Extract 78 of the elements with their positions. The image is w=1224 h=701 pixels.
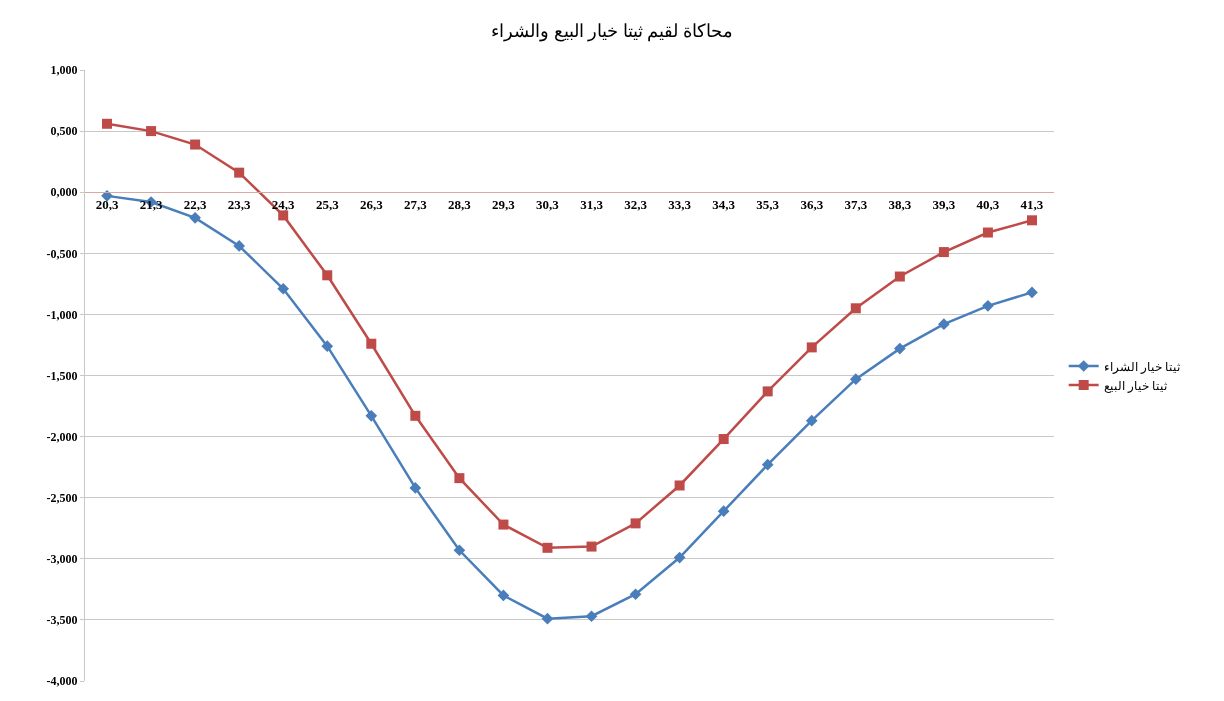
point [761,458,774,471]
point [850,303,861,314]
y-tick-label: -3,500 [46,613,78,628]
point [982,300,994,312]
point [630,518,641,529]
point [453,544,466,557]
point [366,338,377,349]
y-tick-label: -1,500 [46,368,78,383]
point [894,271,905,282]
point [277,282,290,295]
point [498,519,509,530]
point [1026,286,1038,299]
point [717,505,730,517]
x-tick-label: 20,3 [95,196,119,212]
point [102,118,113,129]
y-tick-label: -4,000 [46,674,78,689]
point [849,373,862,386]
x-tick-label: 22,3 [183,196,207,212]
y-tick-label: -2,500 [46,490,78,505]
x-tick-label: 40,3 [976,196,1000,212]
x-tick-label: 27,3 [403,196,428,212]
x-tick-label: 35,3 [756,196,780,212]
point [982,227,993,238]
point [762,386,773,397]
x-tick-label: 30,3 [536,196,560,212]
x-tick-label: 23,3 [227,196,252,212]
y-tick-label: -1,000 [46,307,78,322]
point [893,342,906,355]
x-tick-label: 29,3 [492,196,516,212]
point [454,473,465,484]
x-tick-label: 38,3 [888,196,912,212]
point [146,126,157,137]
x-tick-label: 24,3 [271,196,296,212]
y-tick-label: -0,500 [46,246,78,261]
point [673,551,686,564]
x-tick-label: 37,3 [844,196,868,212]
point [938,247,949,258]
point [806,342,817,353]
point [321,340,334,353]
point [190,139,201,150]
point [542,542,553,553]
x-tick-label: 34,3 [712,196,736,212]
point [409,482,422,494]
point [629,588,642,601]
x-tick-label: 28,3 [448,196,472,212]
point [805,414,818,427]
point [101,190,113,202]
x-tick-label: 31,3 [580,196,604,212]
point [233,240,246,252]
point [674,480,685,491]
point [586,541,597,552]
point [322,270,333,281]
point [718,434,729,445]
point [189,212,201,224]
legend-label: ثيتا خيار الشراء [1103,359,1180,374]
point [278,210,289,221]
point [234,167,245,178]
point [497,589,510,602]
x-tick-label: 26,3 [359,196,384,212]
point [585,610,598,623]
y-tick-label: 0,000 [50,185,78,200]
x-tick-label: 33,3 [668,196,692,212]
point [1026,215,1037,226]
point [938,318,950,331]
x-tick-label: 39,3 [932,196,956,212]
point [541,612,554,625]
y-tick-label: -3,000 [46,552,78,566]
x-tick-label: 41,3 [1020,196,1044,212]
x-tick-label: 25,3 [315,196,340,212]
y-tick-label: 1,000 [50,63,78,78]
y-tick-label: -2,000 [46,429,78,444]
y-tick-label: 0,500 [50,124,78,139]
legend-label: ثيتا خيار البيع [1103,378,1167,393]
point [410,410,421,421]
chart-title: محاكاة لقيم ثيتا خيار البيع والشراء [491,21,733,43]
x-tick-label: 32,3 [624,196,648,212]
x-tick-label: 36,3 [800,196,824,212]
point [365,409,378,422]
